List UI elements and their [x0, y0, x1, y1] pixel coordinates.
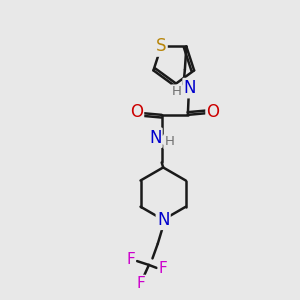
- Text: N: N: [184, 79, 196, 97]
- Text: H: H: [172, 85, 182, 98]
- Text: O: O: [207, 103, 220, 122]
- Text: F: F: [159, 261, 167, 276]
- Text: F: F: [126, 252, 135, 267]
- Text: H: H: [164, 135, 174, 148]
- Text: F: F: [136, 276, 145, 291]
- Text: S: S: [156, 38, 166, 56]
- Text: O: O: [130, 103, 143, 122]
- Text: N: N: [157, 211, 169, 229]
- Text: N: N: [149, 129, 161, 147]
